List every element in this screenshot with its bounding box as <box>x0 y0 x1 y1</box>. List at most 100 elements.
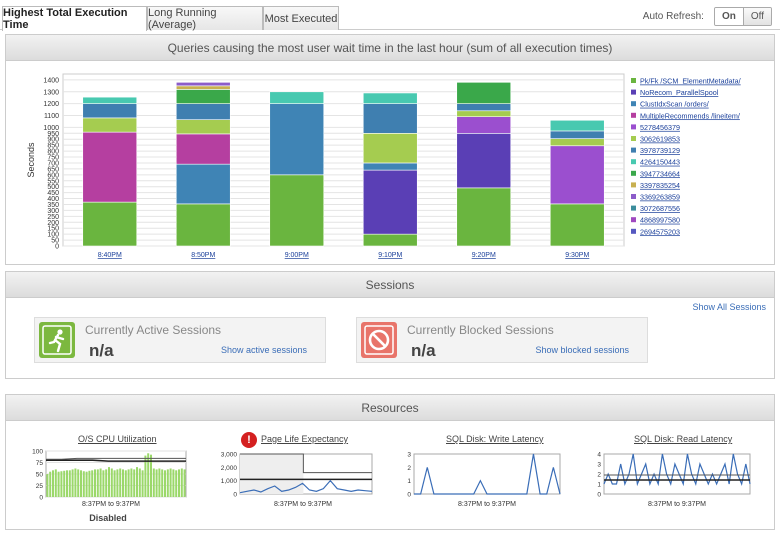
bar-segment <box>269 174 325 247</box>
bar-segment <box>269 91 325 104</box>
bar-segment <box>82 201 138 247</box>
y-axis-label: Seconds <box>26 142 36 178</box>
cpu-bar <box>141 470 144 497</box>
legend-swatch <box>631 194 636 199</box>
page-life-expectancy-title[interactable]: Page Life Expectancy <box>261 434 349 444</box>
sessions-panel-title: Sessions <box>6 272 774 298</box>
show-blocked-sessions-link[interactable]: Show blocked sessions <box>535 345 629 355</box>
y-tick-label: 1100 <box>44 113 59 120</box>
auto-refresh-off-button[interactable]: Off <box>743 8 771 25</box>
bar-segment <box>549 119 605 132</box>
write-range: 8:37PM to 9:37PM <box>458 501 516 508</box>
mini-y-tick: 1 <box>407 478 411 485</box>
y-tick-label: 250 <box>47 214 59 221</box>
blocked-sessions-card: Currently Blocked Sessions n/a Show bloc… <box>356 317 648 363</box>
bar-segment <box>549 138 605 147</box>
cpu-bar <box>88 470 91 497</box>
legend-entry: 3072687556 <box>640 204 680 213</box>
bar-segment <box>82 131 138 203</box>
sql-read-latency-chart[interactable]: 0 1 2 3 4 <box>584 450 754 500</box>
legend-entry: 4868997580 <box>640 216 680 225</box>
cpu-bar <box>49 471 52 497</box>
legend-entry: 3062619853 <box>640 135 680 144</box>
mini-y-tick: 50 <box>36 472 44 479</box>
show-active-sessions-link[interactable]: Show active sessions <box>220 345 307 355</box>
cpu-bar <box>127 469 130 497</box>
legend-swatch <box>631 182 636 188</box>
bar-segment <box>82 117 138 133</box>
cpu-bar <box>155 469 158 497</box>
mini-y-tick: 0 <box>407 492 411 499</box>
y-tick-label: 750 <box>47 155 59 162</box>
resources-panel: Resources O/S CPU Utilization 0 25 50 75 100… <box>5 394 775 530</box>
cpu-bar <box>113 470 116 497</box>
y-tick-label: 600 <box>47 172 59 179</box>
sql-read-latency-title[interactable]: SQL Disk: Read Latency <box>634 434 733 444</box>
y-tick-label: 150 <box>47 226 59 233</box>
legend-entry: NoRecom_ParallelSpool <box>640 88 719 97</box>
auto-refresh-on-button[interactable]: On <box>714 8 744 25</box>
cpu-bar <box>94 469 96 497</box>
legend-swatch <box>631 170 636 176</box>
cpu-bar <box>166 469 169 497</box>
cpu-bar <box>150 454 152 497</box>
active-sessions-value: n/a <box>89 341 114 360</box>
tab-long-running-average[interactable]: Long Running (Average) <box>147 6 263 31</box>
y-tick-label: 1400 <box>43 77 59 84</box>
cpu-bar <box>96 469 99 497</box>
mini-y-tick: 0 <box>597 492 601 499</box>
mini-y-tick: 75 <box>36 460 44 467</box>
cpu-bar <box>183 469 186 497</box>
bar-segment <box>456 103 512 112</box>
cpu-utilization-chart[interactable]: 0 25 50 75 100 <box>18 447 198 507</box>
page-life-expectancy-chart[interactable]: 0 1,000 2,000 3,000 <box>206 450 376 500</box>
y-tick-label: 900 <box>47 137 59 144</box>
cpu-range: 8:37PM to 9:37PM <box>82 501 140 508</box>
y-tick-label: 450 <box>47 190 59 197</box>
cpu-bar <box>91 470 94 497</box>
auto-refresh-label: Auto Refresh: <box>642 11 704 22</box>
cpu-bar <box>130 468 133 497</box>
x-tick-label: 8:40PM <box>98 252 122 259</box>
sessions-panel: Sessions Show All Sessions Currently Act… <box>5 271 775 379</box>
tab-most-executed[interactable]: Most Executed <box>263 6 339 30</box>
queries-chart: 0501001502002503003504004505005506006507… <box>26 73 741 259</box>
cpu-bar <box>80 470 82 497</box>
cpu-bar <box>82 471 85 497</box>
y-tick-label: 800 <box>47 149 59 156</box>
bar-segment <box>456 110 512 118</box>
bar-segment <box>175 89 231 104</box>
y-tick-label: 0 <box>55 244 59 251</box>
legend-swatch <box>631 205 636 211</box>
legend-swatch <box>631 101 636 107</box>
cpu-bar <box>66 470 68 497</box>
bar-segment <box>82 103 138 119</box>
tab-highest-total-execution-time[interactable]: Highest Total Execution Time <box>2 6 147 31</box>
cpu-utilization-title[interactable]: O/S CPU Utilization <box>78 434 157 444</box>
y-tick-label: 550 <box>47 178 59 185</box>
blocked-sessions-icon-box <box>361 322 397 358</box>
sql-write-latency-title[interactable]: SQL Disk: Write Latency <box>446 434 544 444</box>
cpu-avg-line <box>46 459 186 462</box>
blocked-sessions-title: Currently Blocked Sessions <box>407 323 554 337</box>
sql-write-latency-chart[interactable]: 0 1 2 3 <box>394 450 564 500</box>
cpu-bar <box>147 453 150 497</box>
legend-entry: Pk/Fk /SCM_ElementMetadata/ <box>640 77 741 86</box>
blocked-sessions-value: n/a <box>411 341 436 360</box>
bar-segment <box>549 145 605 205</box>
bar-segment <box>175 82 231 87</box>
cpu-bar <box>105 469 108 497</box>
bar-segment <box>175 85 231 90</box>
legend-swatch <box>631 112 636 118</box>
show-all-sessions-link[interactable]: Show All Sessions <box>692 302 766 312</box>
legend-swatch <box>631 228 636 234</box>
mini-y-tick: 2 <box>407 465 411 472</box>
running-person-icon <box>42 325 72 355</box>
y-tick-label: 400 <box>47 196 59 203</box>
cpu-bar <box>77 469 80 497</box>
x-tick-label: 9:10PM <box>378 252 402 259</box>
bar-segment <box>362 162 418 171</box>
ple-series-line <box>239 479 373 494</box>
bar-segment <box>175 119 231 135</box>
active-sessions-card: Currently Active Sessions n/a Show activ… <box>34 317 326 363</box>
